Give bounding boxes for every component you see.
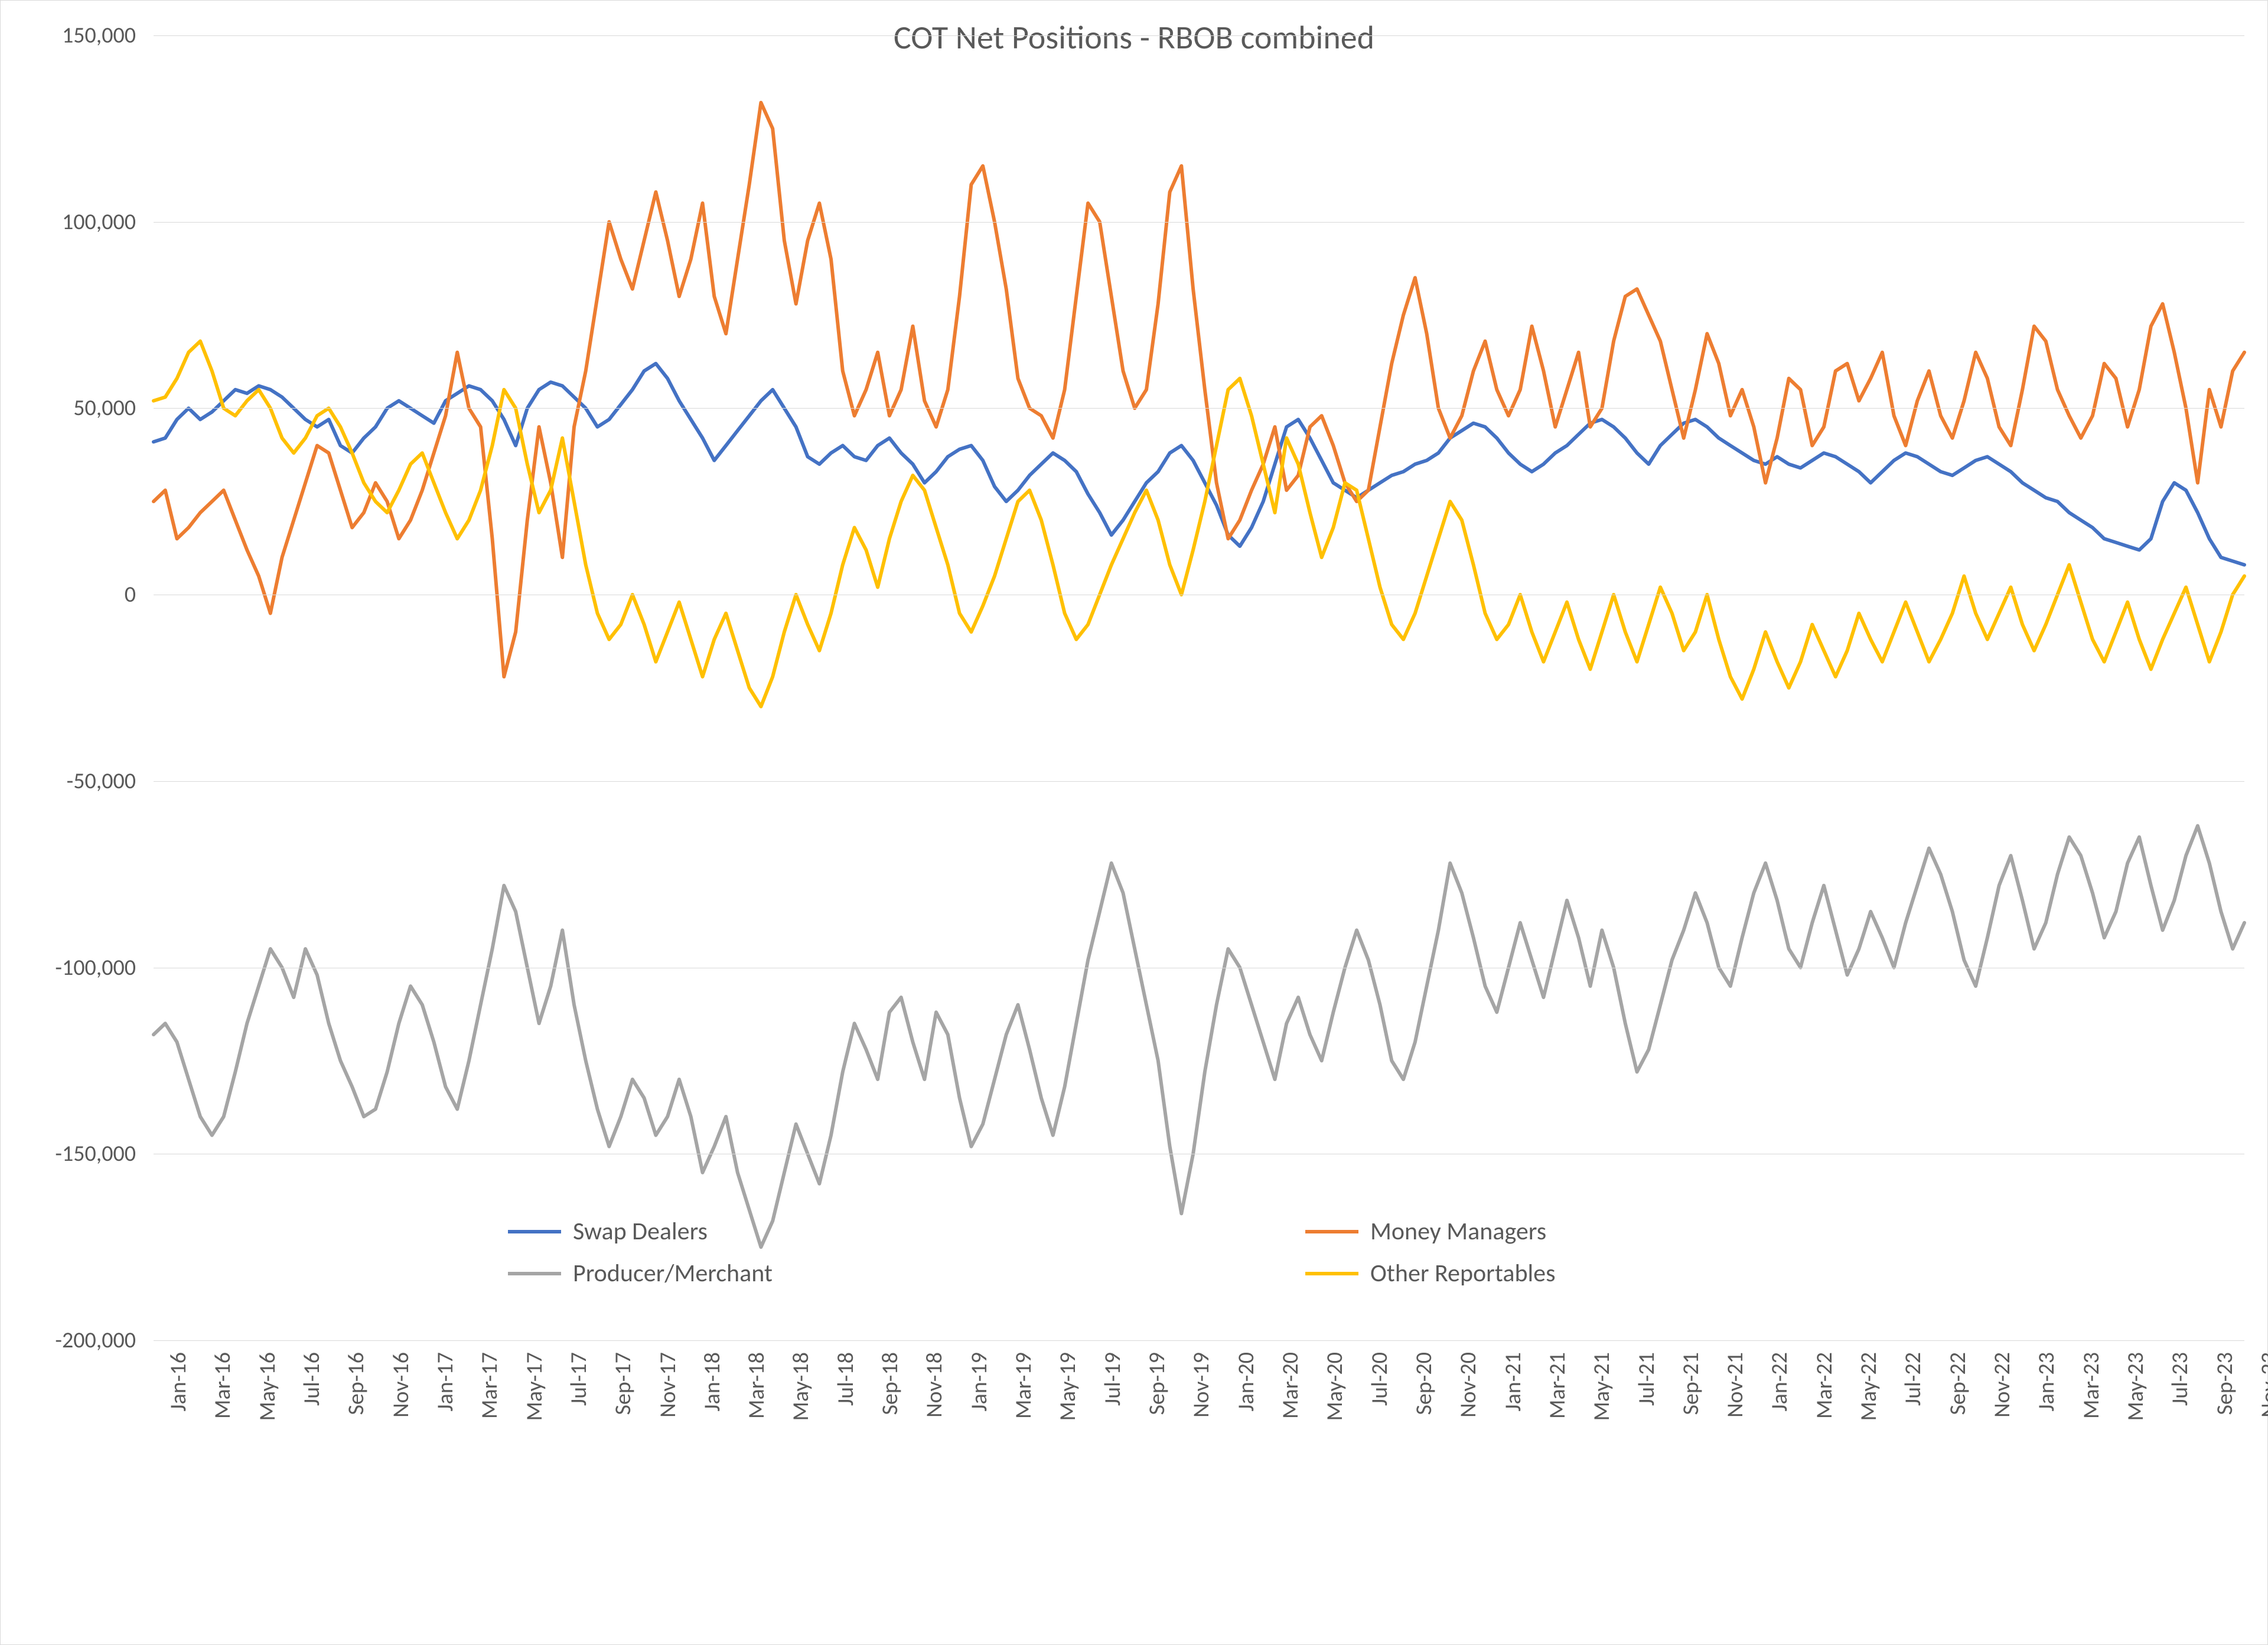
x-axis-label: Jan-23 — [2033, 1352, 2060, 1411]
legend-swatch — [1305, 1272, 1358, 1275]
x-axis-label: Jul-20 — [1366, 1352, 1393, 1406]
y-axis-label: 0 — [0, 581, 136, 608]
x-axis-label: Nov-20 — [1455, 1352, 1482, 1418]
x-axis-label: Mar-23 — [2078, 1352, 2105, 1419]
x-axis-label: Sep-18 — [876, 1352, 904, 1415]
x-axis-label: Jul-22 — [1899, 1352, 1927, 1406]
x-axis-label: Jul-19 — [1099, 1352, 1126, 1406]
y-axis-label: -100,000 — [0, 954, 136, 981]
x-axis-label: Nov-17 — [654, 1352, 682, 1418]
y-axis-label: 150,000 — [0, 22, 136, 49]
y-axis-label: 100,000 — [0, 208, 136, 236]
legend-swatch — [1305, 1230, 1358, 1233]
x-axis-label: Jul-17 — [565, 1352, 592, 1406]
x-axis-label: Mar-19 — [1010, 1352, 1037, 1419]
x-axis-label: Sep-21 — [1677, 1352, 1705, 1415]
x-axis-label: Jan-22 — [1766, 1352, 1793, 1411]
x-axis-label: May-23 — [2122, 1352, 2149, 1421]
x-axis-label: Mar-16 — [209, 1352, 236, 1419]
x-axis-label: Sep-19 — [1143, 1352, 1171, 1415]
x-axis-label: May-18 — [787, 1352, 814, 1421]
x-axis-label: May-20 — [1321, 1352, 1348, 1421]
chart-legend: Swap Dealers Money Managers Producer/Merch… — [508, 1216, 2103, 1300]
x-axis-label: Nov-23 — [2256, 1352, 2268, 1418]
y-axis-label: -200,000 — [0, 1327, 136, 1354]
x-axis-label: Nov-19 — [1188, 1352, 1215, 1418]
x-axis-label: Sep-22 — [1944, 1352, 1972, 1415]
x-axis-label: Nov-18 — [921, 1352, 948, 1418]
x-axis-label: Sep-20 — [1410, 1352, 1438, 1415]
x-axis-label: May-19 — [1054, 1352, 1081, 1421]
x-axis-label: Jul-21 — [1633, 1352, 1660, 1406]
legend-label: Money Managers — [1370, 1216, 1546, 1246]
x-axis-label: Jan-21 — [1500, 1352, 1527, 1411]
x-axis-label: Sep-17 — [610, 1352, 637, 1415]
x-axis-label: May-16 — [254, 1352, 281, 1421]
x-axis-label: Nov-16 — [387, 1352, 415, 1418]
legend-label: Other Reportables — [1370, 1258, 1556, 1288]
x-axis-label: Jul-18 — [832, 1352, 859, 1406]
x-axis-label: Sep-16 — [343, 1352, 370, 1415]
grid-line — [154, 1340, 2244, 1341]
legend-swatch — [508, 1230, 561, 1233]
x-axis-label: Nov-22 — [1989, 1352, 2016, 1418]
legend-swatch — [508, 1272, 561, 1275]
x-axis-label: May-22 — [1855, 1352, 1882, 1421]
y-axis-label: 50,000 — [0, 394, 136, 422]
y-axis-label: -150,000 — [0, 1140, 136, 1167]
x-axis-label: Nov-21 — [1722, 1352, 1749, 1418]
grid-line — [154, 222, 2244, 223]
series-line — [154, 103, 2244, 677]
x-axis-label: Mar-18 — [743, 1352, 770, 1419]
grid-line — [154, 408, 2244, 409]
x-axis-label: Mar-22 — [1811, 1352, 1838, 1419]
y-axis-label: -50,000 — [0, 768, 136, 795]
plot-area — [154, 35, 2244, 1340]
grid-line — [154, 35, 2244, 36]
x-axis-label: Mar-21 — [1544, 1352, 1571, 1419]
grid-line — [154, 781, 2244, 782]
x-axis-label: Sep-23 — [2211, 1352, 2238, 1415]
x-axis-label: Jul-23 — [2166, 1352, 2194, 1406]
chart-lines-svg — [154, 35, 2244, 1340]
x-axis-label: May-17 — [521, 1352, 548, 1421]
x-axis-label: May-21 — [1588, 1352, 1615, 1421]
legend-item: Other Reportables — [1305, 1258, 2103, 1300]
x-axis-label: Jul-16 — [298, 1352, 325, 1406]
legend-item: Producer/Merchant — [508, 1258, 1305, 1300]
x-axis-label: Jan-16 — [165, 1352, 192, 1411]
legend-item: Money Managers — [1305, 1216, 2103, 1258]
x-axis-label: Jan-18 — [699, 1352, 726, 1411]
series-line — [154, 826, 2244, 1248]
legend-label: Swap Dealers — [573, 1216, 708, 1246]
x-axis-label: Mar-17 — [476, 1352, 503, 1419]
x-axis-label: Jan-20 — [1233, 1352, 1260, 1411]
x-axis-label: Jan-19 — [966, 1352, 993, 1411]
legend-label: Producer/Merchant — [573, 1258, 773, 1288]
cot-chart: COT Net Positions - RBOB combined Swap D… — [0, 0, 2268, 1645]
legend-item: Swap Dealers — [508, 1216, 1305, 1258]
x-axis-label: Mar-20 — [1277, 1352, 1304, 1419]
x-axis-label: Jan-17 — [432, 1352, 459, 1411]
